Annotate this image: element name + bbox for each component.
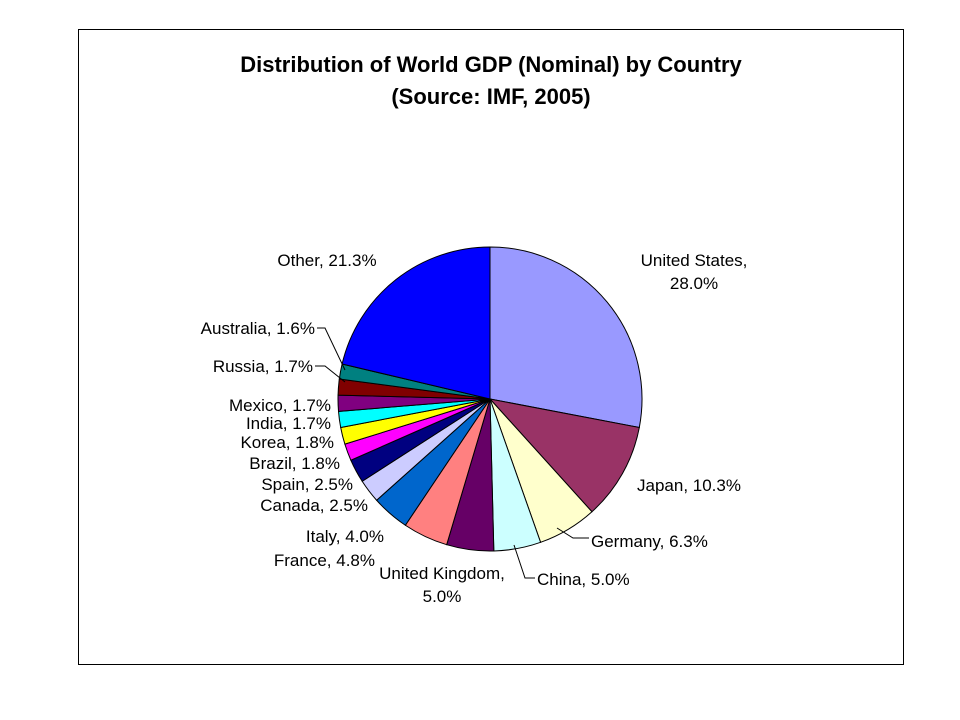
leader-lines — [315, 327, 589, 579]
slice-label-india: India, 1.7% — [246, 414, 331, 433]
slice-label-mexico: Mexico, 1.7% — [229, 396, 331, 415]
slice-label-line: Other, 21.3% — [277, 251, 376, 270]
slice-label-line: France, 4.8% — [274, 551, 375, 570]
slice-label-line: United Kingdom, — [379, 564, 505, 583]
slice-label-other: Other, 21.3% — [277, 251, 376, 270]
slice-labels: United States, 28.0% Japan, 10.3% Germany, … — [201, 251, 748, 606]
slice-label-spain: Spain, 2.5% — [261, 475, 353, 494]
slice-label-korea: Korea, 1.8% — [240, 433, 334, 452]
pie-slice-united-states — [489, 246, 643, 429]
slice-label-line: China, 5.0% — [537, 570, 630, 589]
slice-label-line: India, 1.7% — [246, 414, 331, 433]
pie-slices — [337, 246, 643, 552]
pie-chart: Distribution of World GDP (Nominal) by C… — [201, 52, 748, 606]
slice-label-line: Japan, 10.3% — [637, 476, 741, 495]
pie-slice-other — [341, 246, 491, 400]
slice-label-line: United States, — [641, 251, 748, 270]
slice-label-line: Korea, 1.8% — [240, 433, 334, 452]
slice-label-line: 28.0% — [670, 274, 718, 293]
chart-frame: Distribution of World GDP (Nominal) by C… — [78, 29, 904, 665]
slice-label-united-states: United States, 28.0% — [641, 251, 748, 293]
leader-line-australia — [317, 327, 346, 371]
slice-label-brazil: Brazil, 1.8% — [249, 454, 340, 473]
slice-label-china: China, 5.0% — [537, 570, 630, 589]
slice-label-canada: Canada, 2.5% — [260, 496, 368, 515]
slice-label-line: Spain, 2.5% — [261, 475, 353, 494]
slice-label-line: Mexico, 1.7% — [229, 396, 331, 415]
slice-label-line: Italy, 4.0% — [306, 527, 384, 546]
chart-subtitle: (Source: IMF, 2005) — [391, 84, 590, 109]
slice-label-line: Australia, 1.6% — [201, 319, 315, 338]
slice-label-italy: Italy, 4.0% — [306, 527, 384, 546]
slice-label-line: Canada, 2.5% — [260, 496, 368, 515]
slice-label-germany: Germany, 6.3% — [591, 532, 708, 551]
leader-line-germany — [556, 527, 589, 539]
slice-label-line: Germany, 6.3% — [591, 532, 708, 551]
slice-label-line: Brazil, 1.8% — [249, 454, 340, 473]
slice-label-united-kingdom: United Kingdom, 5.0% — [379, 564, 505, 606]
slice-label-france: France, 4.8% — [274, 551, 375, 570]
slice-label-japan: Japan, 10.3% — [637, 476, 741, 495]
chart-title: Distribution of World GDP (Nominal) by C… — [240, 52, 742, 77]
leader-line-china — [513, 544, 535, 579]
slice-label-australia: Australia, 1.6% — [201, 319, 315, 338]
slice-label-line: 5.0% — [423, 587, 462, 606]
leader-line-russia — [315, 365, 346, 383]
pie-slice-japan — [488, 398, 640, 513]
slice-label-line: Russia, 1.7% — [213, 357, 313, 376]
slice-label-russia: Russia, 1.7% — [213, 357, 313, 376]
